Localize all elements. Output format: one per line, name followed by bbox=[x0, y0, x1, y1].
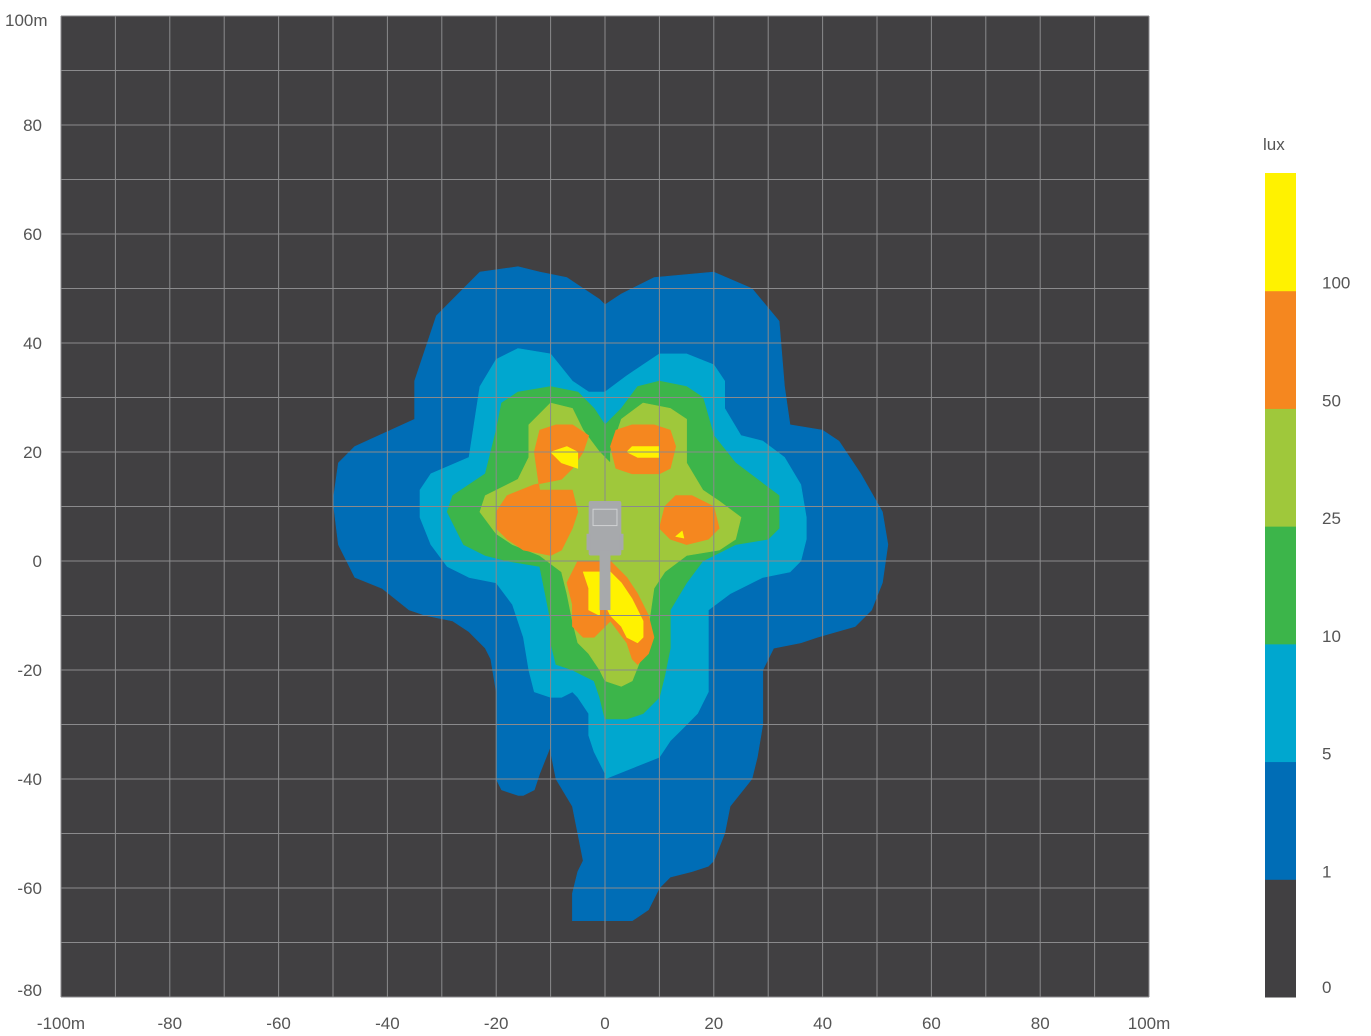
x-tick-label: 20 bbox=[704, 1014, 723, 1033]
legend-band-5 bbox=[1265, 643, 1296, 763]
legend-color-bands bbox=[1265, 173, 1296, 998]
y-tick-label: -20 bbox=[17, 661, 42, 680]
x-tick-label: -80 bbox=[158, 1014, 183, 1033]
y-tick-label: 40 bbox=[23, 334, 42, 353]
legend-band-0 bbox=[1265, 879, 1296, 998]
lux-legend: lux 0 1 5 10 25 50 100 bbox=[1263, 135, 1350, 998]
machine-body bbox=[588, 501, 622, 556]
x-axis-ticks: -100m -80 -60 -40 -20 0 20 40 60 80 100m bbox=[37, 1014, 1170, 1033]
legend-band-100 bbox=[1265, 173, 1296, 292]
contour-100-lux-region-2 bbox=[675, 530, 685, 539]
y-tick-label: -80 bbox=[17, 981, 42, 1000]
legend-label: 1 bbox=[1322, 862, 1331, 881]
legend-band-25 bbox=[1265, 408, 1296, 527]
lux-contours bbox=[332, 266, 889, 922]
x-tick-label: 80 bbox=[1031, 1014, 1050, 1033]
legend-label: 10 bbox=[1322, 627, 1341, 646]
legend-band-1 bbox=[1265, 761, 1296, 880]
machine-outrigger-right bbox=[619, 533, 624, 551]
y-axis-ticks: 100m 80 60 40 20 0 -20 -40 -60 -80 bbox=[5, 11, 48, 1000]
legend-labels: 0 1 5 10 25 50 100 bbox=[1322, 274, 1350, 997]
x-tick-label: 40 bbox=[813, 1014, 832, 1033]
legend-label: 5 bbox=[1322, 745, 1331, 764]
x-tick-label: -60 bbox=[266, 1014, 291, 1033]
y-tick-label: -60 bbox=[17, 879, 42, 898]
y-tick-label: 100m bbox=[5, 11, 48, 30]
x-tick-label: -20 bbox=[484, 1014, 509, 1033]
x-tick-label: 0 bbox=[600, 1014, 609, 1033]
x-tick-label: 100m bbox=[1128, 1014, 1171, 1033]
y-tick-label: 80 bbox=[23, 116, 42, 135]
y-tick-label: -40 bbox=[17, 770, 42, 789]
machine-outrigger-left bbox=[586, 533, 591, 551]
y-tick-label: 60 bbox=[23, 225, 42, 244]
legend-band-50 bbox=[1265, 290, 1296, 409]
machine-panel bbox=[592, 508, 618, 527]
contour-100-lux-region-3 bbox=[582, 571, 644, 644]
x-tick-label: 60 bbox=[922, 1014, 941, 1033]
x-tick-label: -40 bbox=[375, 1014, 400, 1033]
legend-band-10 bbox=[1265, 526, 1296, 645]
legend-label: 0 bbox=[1322, 978, 1331, 997]
legend-label: 25 bbox=[1322, 509, 1341, 528]
y-tick-label: 20 bbox=[23, 443, 42, 462]
contour-50-lux-region-2 bbox=[659, 495, 720, 545]
y-tick-label: 0 bbox=[33, 552, 42, 571]
legend-label: 50 bbox=[1322, 391, 1341, 410]
legend-title: lux bbox=[1263, 135, 1285, 154]
machine-mast bbox=[599, 550, 611, 611]
legend-label: 100 bbox=[1322, 274, 1350, 293]
x-tick-label: -100m bbox=[37, 1014, 85, 1033]
lighting-machine-icon bbox=[586, 501, 624, 611]
